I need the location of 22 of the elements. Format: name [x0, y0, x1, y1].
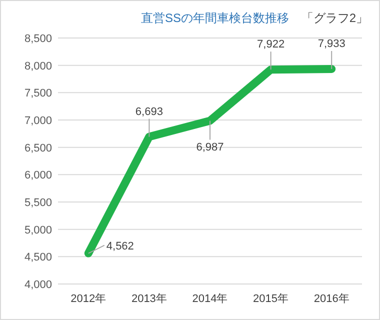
x-tick-label: 2012年: [70, 293, 106, 305]
x-tick-label: 2013年: [131, 293, 167, 305]
text: 7,933: [318, 38, 346, 50]
y-tick-label: 4,000: [24, 279, 52, 291]
text: 6,987: [196, 142, 224, 154]
y-tick-label: 4,500: [24, 252, 52, 264]
y-tick-label: 7,000: [24, 115, 52, 127]
text: 「グラフ2」: [301, 11, 368, 25]
y-tick-label: 8,000: [24, 60, 52, 72]
y-tick-label: 7,500: [24, 88, 52, 100]
y-tick-label: 5,000: [24, 224, 52, 236]
y-tick-label: 6,500: [24, 142, 52, 154]
y-tick-label: 5,500: [24, 197, 52, 209]
x-tick-label: 2015年: [253, 293, 289, 305]
x-tick-label: 2014年: [192, 293, 228, 305]
text: 6,693: [135, 106, 163, 118]
text: 4,562: [106, 240, 134, 252]
chart-title: 直営SSの年間車検台数推移: [140, 11, 290, 25]
x-tick-label: 2016年: [314, 293, 350, 305]
y-tick-label: 8,500: [24, 33, 52, 45]
y-tick-label: 6,000: [24, 170, 52, 182]
text: 7,922: [257, 38, 285, 51]
